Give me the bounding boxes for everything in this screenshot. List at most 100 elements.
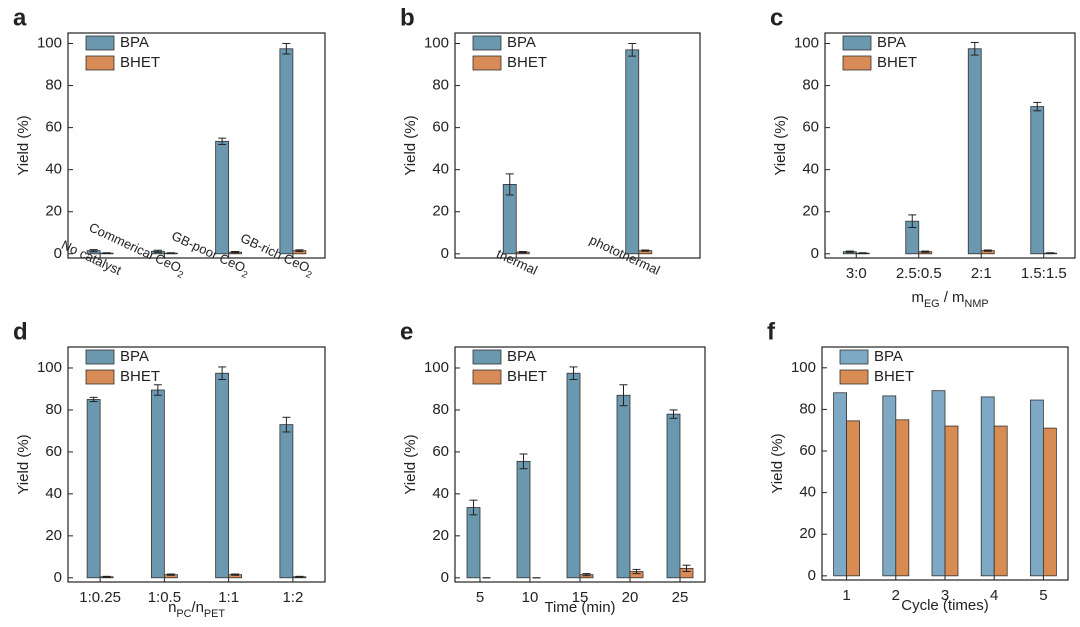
x-axis-label: mEG / mNMP: [911, 289, 988, 310]
error-bar: [858, 252, 867, 255]
bar: [944, 425, 959, 577]
bar: [846, 420, 860, 577]
bar: [666, 413, 681, 579]
error-bar: [295, 249, 304, 252]
error-bar: [89, 249, 98, 253]
bar: [86, 399, 101, 579]
y-tick-label: 0: [54, 245, 62, 262]
bar: [625, 49, 640, 255]
x-tick-label: 1:2: [282, 589, 303, 606]
legend-label: BPA: [874, 348, 903, 365]
x-tick-label: 1:0.5: [148, 589, 181, 606]
y-tick-label: 20: [432, 527, 449, 544]
y-axis-label: Yield (%): [15, 115, 32, 175]
bar: [466, 507, 481, 579]
panel-label: d: [13, 318, 28, 345]
y-tick-label: 0: [441, 569, 449, 586]
x-tick-label: GB-rich CeO2: [237, 231, 317, 281]
error-bar: [518, 250, 527, 254]
panel-label: b: [400, 4, 415, 31]
y-tick-label: 40: [45, 161, 62, 178]
x-tick-label: 20: [622, 589, 639, 606]
bar: [516, 460, 531, 579]
text-part: m: [911, 289, 924, 306]
legend-label: BPA: [507, 348, 536, 365]
bar: [1030, 399, 1044, 577]
error-bar: [845, 250, 854, 253]
x-tick-label: thermal: [494, 246, 540, 278]
y-tick-label: 40: [799, 484, 816, 501]
error-bar: [282, 43, 291, 55]
y-axis-label: Yield (%): [402, 434, 419, 494]
text-part: n: [168, 599, 176, 616]
y-tick-label: 40: [802, 161, 819, 178]
error-bar: [102, 575, 111, 578]
y-axis-label: Yield (%): [402, 115, 419, 175]
subscript: 2: [240, 269, 249, 280]
legend-label: BPA: [877, 34, 906, 51]
y-axis-label: Yield (%): [15, 434, 32, 494]
error-bar: [908, 214, 917, 229]
legend-swatch: [472, 369, 502, 385]
error-bar: [519, 453, 528, 470]
x-tick-label: 5: [1039, 587, 1047, 604]
y-tick-label: 60: [799, 442, 816, 459]
y-tick-label: 80: [432, 77, 449, 94]
error-bar: [295, 575, 304, 578]
error-bar: [1033, 101, 1042, 112]
legend-swatch: [472, 35, 502, 51]
error-bar: [469, 499, 478, 516]
x-tick-label: 10: [522, 589, 539, 606]
error-bar: [641, 249, 650, 252]
x-tick-label: 4: [990, 587, 998, 604]
legend-label: BHET: [507, 54, 547, 71]
y-tick-label: 100: [424, 359, 449, 376]
bar: [215, 140, 230, 255]
bar: [833, 392, 847, 577]
legend-swatch: [472, 349, 502, 365]
error-bar: [166, 252, 175, 255]
y-tick-label: 100: [37, 359, 62, 376]
plot-frame: [454, 32, 701, 259]
legend-label: BHET: [507, 368, 547, 385]
x-tick-label: 1.5:1.5: [1021, 265, 1067, 282]
legend-swatch: [85, 369, 115, 385]
y-tick-label: 60: [45, 119, 62, 136]
text-part: Cycle (times): [901, 597, 989, 614]
error-bar: [102, 252, 111, 255]
x-tick-label: 3: [941, 587, 949, 604]
y-tick-label: 80: [799, 400, 816, 417]
y-tick-label: 40: [45, 485, 62, 502]
x-tick-label: 5: [476, 589, 484, 606]
y-tick-label: 0: [808, 567, 816, 584]
bar: [215, 372, 230, 579]
error-bar: [218, 137, 227, 145]
bar: [1030, 106, 1045, 255]
y-axis-label: Yield (%): [769, 433, 786, 493]
x-tick-label: Commerical CeO2: [85, 220, 188, 281]
error-bar: [669, 409, 678, 419]
y-tick-label: 60: [45, 443, 62, 460]
error-bar: [505, 173, 514, 196]
y-tick-label: 60: [802, 119, 819, 136]
error-bar: [682, 564, 691, 573]
error-bar: [153, 249, 162, 253]
subscript: PET: [204, 608, 225, 620]
x-axis-label: Time (min): [544, 599, 615, 616]
y-tick-label: 60: [432, 443, 449, 460]
bar: [1043, 427, 1057, 577]
x-tick-label: 2:1: [971, 265, 992, 282]
x-axis-label: Cycle (times): [901, 597, 989, 614]
error-bar: [569, 366, 578, 381]
x-tick-label: 1:1: [218, 589, 239, 606]
legend-swatch: [85, 55, 115, 71]
bar: [967, 48, 982, 255]
x-tick-label: 2.5:0.5: [896, 265, 942, 282]
plot-frame: [824, 32, 1076, 259]
bar: [279, 424, 294, 579]
panel-label: e: [400, 318, 413, 345]
subscript: NMP: [965, 298, 989, 310]
legend-label: BHET: [120, 368, 160, 385]
legend-swatch: [839, 369, 869, 385]
